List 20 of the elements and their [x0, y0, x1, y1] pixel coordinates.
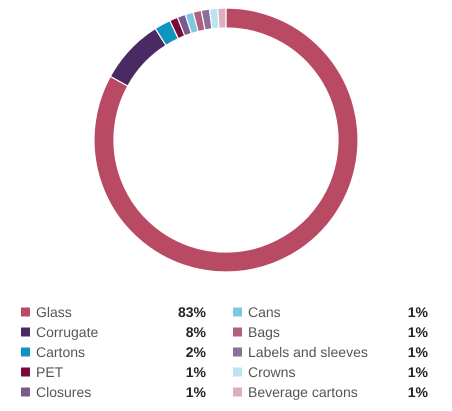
legend-label: Corrugate [36, 324, 98, 340]
legend-label: PET [36, 364, 64, 380]
data-label: 1% [186, 364, 207, 380]
legend-label: Labels and sleeves [248, 344, 368, 360]
legend-label: Cans [248, 304, 281, 320]
data-label: 2% [186, 344, 207, 360]
data-label: 83% [178, 304, 207, 320]
data-label: 1% [408, 304, 429, 320]
data-label: 1% [408, 344, 429, 360]
data-label: 1% [186, 384, 207, 400]
legend-label: Crowns [248, 364, 296, 380]
data-label: 1% [408, 324, 429, 340]
legend-label: Cartons [36, 344, 86, 360]
data-label: 8% [186, 324, 207, 340]
legend-label: Beverage cartons [248, 384, 358, 400]
data-label: 1% [408, 364, 429, 380]
legend-label: Glass [36, 304, 72, 320]
legend-label: Bags [248, 324, 280, 340]
data-label: 1% [408, 384, 429, 400]
legend-label: Closures [36, 384, 92, 400]
